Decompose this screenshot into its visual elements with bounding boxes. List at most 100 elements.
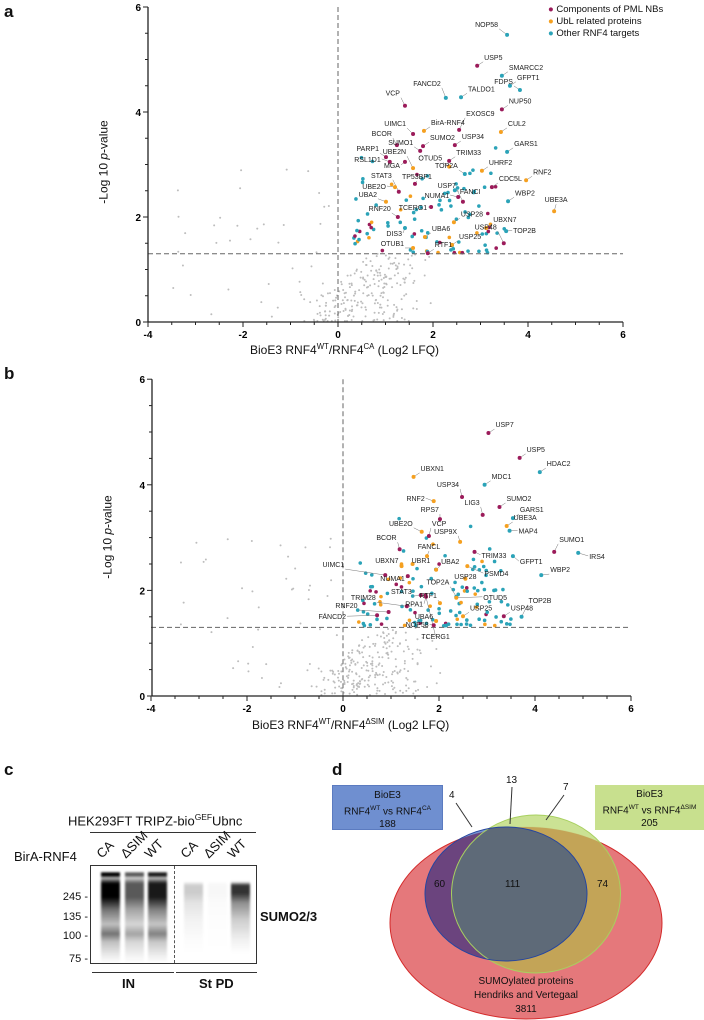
background-point (358, 289, 361, 292)
data-point-numa1 (456, 195, 461, 200)
background-point (377, 311, 380, 314)
background-point (377, 279, 380, 282)
background-point (424, 259, 427, 262)
point-label: FANCD2 (318, 614, 346, 621)
background-point (345, 667, 348, 670)
point-label: NUMA1 (380, 576, 405, 583)
data-point-other (472, 586, 477, 590)
background-point (373, 282, 376, 285)
background-point (348, 670, 351, 673)
point-label: TOP2B (513, 228, 536, 235)
data-point-other (504, 622, 509, 626)
point-label: RNF20 (369, 206, 391, 213)
data-point-other (459, 622, 463, 627)
background-point (344, 666, 347, 669)
background-point (371, 660, 374, 663)
label-leader-line (345, 568, 386, 576)
legend-dot-ubl: ● (548, 16, 557, 27)
background-point (393, 312, 396, 315)
background-point (403, 263, 406, 266)
data-point-other (509, 617, 513, 621)
data-point-pml (353, 234, 357, 238)
data-point-other (464, 622, 469, 626)
data-point-other (430, 591, 434, 596)
background-point (399, 669, 402, 672)
background-point (215, 241, 218, 244)
blot-title-underline (90, 832, 256, 833)
data-point-other (419, 584, 424, 589)
background-point (386, 641, 389, 644)
data-point-taldo1 (459, 95, 464, 100)
background-point (383, 273, 386, 276)
point-label: SUMO2 (506, 496, 531, 503)
data-point-other (362, 623, 367, 628)
background-point (329, 292, 332, 295)
x-tick-label: 0 (340, 704, 346, 715)
background-point (368, 645, 371, 648)
background-point (328, 310, 331, 313)
data-point-other (438, 198, 442, 203)
background-point (333, 289, 336, 292)
x-tick-label: -4 (147, 704, 156, 715)
background-point (327, 678, 330, 681)
y-tick-label: 0 (139, 692, 145, 703)
background-point (388, 639, 391, 642)
background-point (285, 168, 288, 171)
background-point (330, 579, 333, 582)
background-point (362, 276, 365, 279)
background-point (181, 264, 184, 267)
background-point (240, 169, 243, 172)
background-point (379, 274, 382, 277)
background-point (369, 260, 372, 263)
background-point (376, 674, 379, 677)
background-point (367, 636, 370, 639)
background-point (371, 265, 374, 268)
background-point (363, 679, 366, 682)
background-point (337, 676, 340, 679)
background-point (385, 634, 388, 637)
background-point (329, 537, 332, 540)
background-point (387, 267, 390, 270)
background-point (394, 658, 397, 661)
x-tick-label: -2 (243, 704, 252, 715)
data-point-cdc5l (489, 185, 494, 190)
background-point (340, 280, 343, 283)
data-point-other (471, 168, 475, 172)
venn-outline-ca (424, 826, 588, 962)
data-point-top2b (519, 614, 524, 619)
background-point (393, 261, 396, 264)
background-point (395, 306, 398, 309)
data-point-other (413, 623, 418, 628)
background-point (383, 637, 386, 640)
background-point (390, 650, 393, 653)
background-point (388, 317, 391, 320)
background-point (250, 539, 253, 542)
background-point (385, 647, 388, 650)
point-label: UBA6 (432, 226, 450, 233)
venn-set-sim-box: BioE3 RNF4WT vs RNF4ΔSIM 205 (595, 785, 704, 830)
background-point (375, 269, 378, 272)
background-point (386, 304, 389, 307)
point-label: SUMO1 (388, 140, 413, 147)
background-point (350, 284, 353, 287)
western-blot-image (90, 865, 257, 964)
background-point (350, 659, 353, 662)
y-tick-label: 2 (135, 213, 141, 224)
background-point (260, 677, 263, 680)
data-point-ubl (455, 617, 460, 622)
label-leader-line (406, 156, 414, 169)
background-point (333, 312, 336, 315)
point-label: TRIM33 (456, 150, 481, 157)
venn-count-ca-sumo: 60 (434, 879, 446, 890)
data-point-other (365, 231, 370, 236)
data-point-other (370, 159, 375, 164)
label-leader-line (456, 189, 464, 202)
background-point (307, 588, 310, 591)
background-point (339, 311, 342, 314)
y-tick-label: 6 (139, 375, 145, 386)
background-point (294, 567, 297, 570)
data-point-other (411, 250, 416, 255)
mw-marker-135: 135 - (62, 911, 88, 923)
point-label: RPS7 (421, 507, 439, 514)
label-leader-line (376, 601, 407, 607)
